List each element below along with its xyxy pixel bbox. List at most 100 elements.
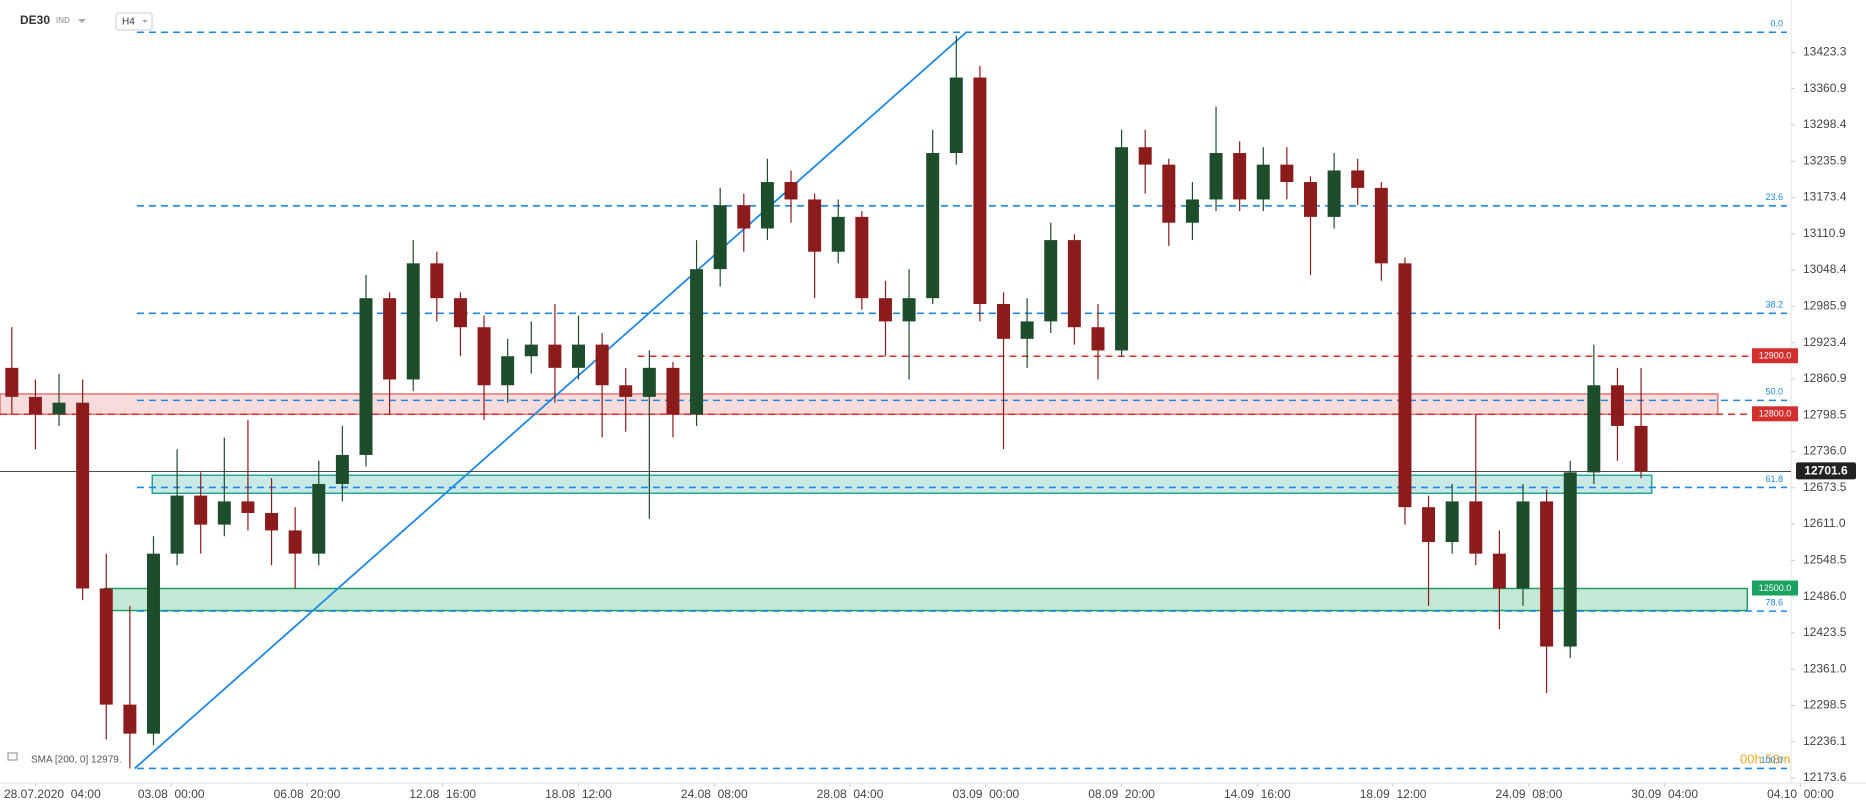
y-tick-label: 13110.9 <box>1803 226 1846 240</box>
candle <box>1445 483 1459 554</box>
symbol[interactable]: DE30 <box>20 13 50 27</box>
candle <box>1492 530 1506 630</box>
candle-body <box>1115 147 1129 351</box>
candle-body <box>831 216 845 252</box>
candle <box>453 292 467 357</box>
x-tick-label: 28.07.2020 04:00 <box>4 787 101 801</box>
candle <box>1587 344 1601 484</box>
candle <box>359 274 373 467</box>
y-tick-label: 12173.6 <box>1803 770 1847 784</box>
candle <box>430 251 444 322</box>
candle-body <box>194 495 208 525</box>
candle <box>878 280 892 357</box>
x-tick-label: 24.08 08:00 <box>681 787 748 801</box>
candle <box>1280 147 1294 200</box>
zone <box>151 474 1653 495</box>
x-tick-label: 03.09 00:00 <box>952 787 1019 801</box>
x-tick-label: 08.09 20:00 <box>1088 787 1155 801</box>
candle <box>1020 298 1034 368</box>
candle <box>288 507 302 589</box>
candle <box>312 460 326 566</box>
candle-body <box>241 501 255 514</box>
candle-body <box>1563 472 1577 647</box>
y-tick-label: 12985.9 <box>1803 299 1847 313</box>
candle-body <box>1422 507 1436 543</box>
candle <box>1138 129 1152 194</box>
candle-body <box>1610 385 1624 426</box>
candle <box>170 449 184 566</box>
candle <box>737 193 751 252</box>
indicator[interactable]: SMA [200, 0] 12979. <box>31 755 122 766</box>
candle <box>146 536 160 746</box>
candle <box>1351 158 1365 206</box>
candle-body <box>406 263 420 380</box>
candle <box>477 315 491 421</box>
interval[interactable]: H4 <box>122 17 135 28</box>
candle <box>973 65 987 322</box>
candle <box>1563 460 1577 659</box>
candle-body <box>784 182 798 200</box>
candle <box>666 362 680 438</box>
y-tick-label: 13360.9 <box>1803 81 1847 95</box>
fib-label: 100.0 <box>1760 755 1783 765</box>
candle <box>595 333 609 438</box>
candle <box>241 420 255 531</box>
candle-body <box>1634 425 1648 472</box>
candle-body <box>1044 240 1058 322</box>
candle <box>1209 106 1223 212</box>
candle-body <box>1492 553 1506 589</box>
candle <box>1634 367 1648 479</box>
trend-line <box>133 31 967 770</box>
candle-body <box>1233 153 1247 200</box>
candle <box>1233 141 1247 212</box>
candle <box>1067 234 1081 345</box>
candle-body <box>52 402 66 415</box>
candle <box>1422 495 1436 606</box>
interval-box[interactable] <box>115 12 153 31</box>
candle-body <box>146 553 160 734</box>
candle-body <box>1327 170 1341 217</box>
y-tick-label: 13298.4 <box>1803 117 1847 131</box>
candle-body <box>1162 164 1176 223</box>
y-tick-label: 12423.5 <box>1803 625 1847 639</box>
candle <box>1303 176 1317 275</box>
candle <box>831 199 845 264</box>
candle <box>52 373 66 426</box>
candle <box>406 240 420 392</box>
candle <box>524 321 538 374</box>
candle <box>1516 483 1530 606</box>
candle <box>902 269 916 380</box>
candle-body <box>548 344 562 368</box>
fib-label: 78.6 <box>1765 598 1783 608</box>
candle-body <box>619 385 633 397</box>
candle-body <box>1398 263 1412 508</box>
last-price-tag <box>1796 462 1856 480</box>
indicator-icon[interactable] <box>7 752 18 761</box>
candle <box>1398 257 1412 525</box>
candle <box>1610 367 1624 461</box>
x-tick-label: 30.09 04:00 <box>1631 787 1698 801</box>
x-tick-label: 18.09 12:00 <box>1360 787 1427 801</box>
candle <box>572 315 585 380</box>
zone <box>103 587 1749 612</box>
candle <box>642 350 656 519</box>
candle-body <box>524 344 538 357</box>
candle-body <box>997 303 1011 339</box>
candle-body <box>1540 501 1554 647</box>
candle-body <box>878 298 892 322</box>
x-tick-label: 03.08 00:00 <box>138 787 205 801</box>
candle <box>1044 222 1058 334</box>
x-tick-label: 12.08 16:00 <box>409 787 476 801</box>
dropdown-icon[interactable] <box>78 19 86 23</box>
x-tick-label: 24.09 08:00 <box>1496 787 1563 801</box>
candle <box>76 379 90 601</box>
candle <box>548 303 562 403</box>
dropdown-icon[interactable] <box>142 20 148 23</box>
candle-body <box>902 298 916 322</box>
candle <box>1327 153 1341 229</box>
candle <box>194 472 208 554</box>
x-tick-label: 06.08 20:00 <box>274 787 341 801</box>
y-tick-label: 12236.1 <box>1803 734 1847 748</box>
